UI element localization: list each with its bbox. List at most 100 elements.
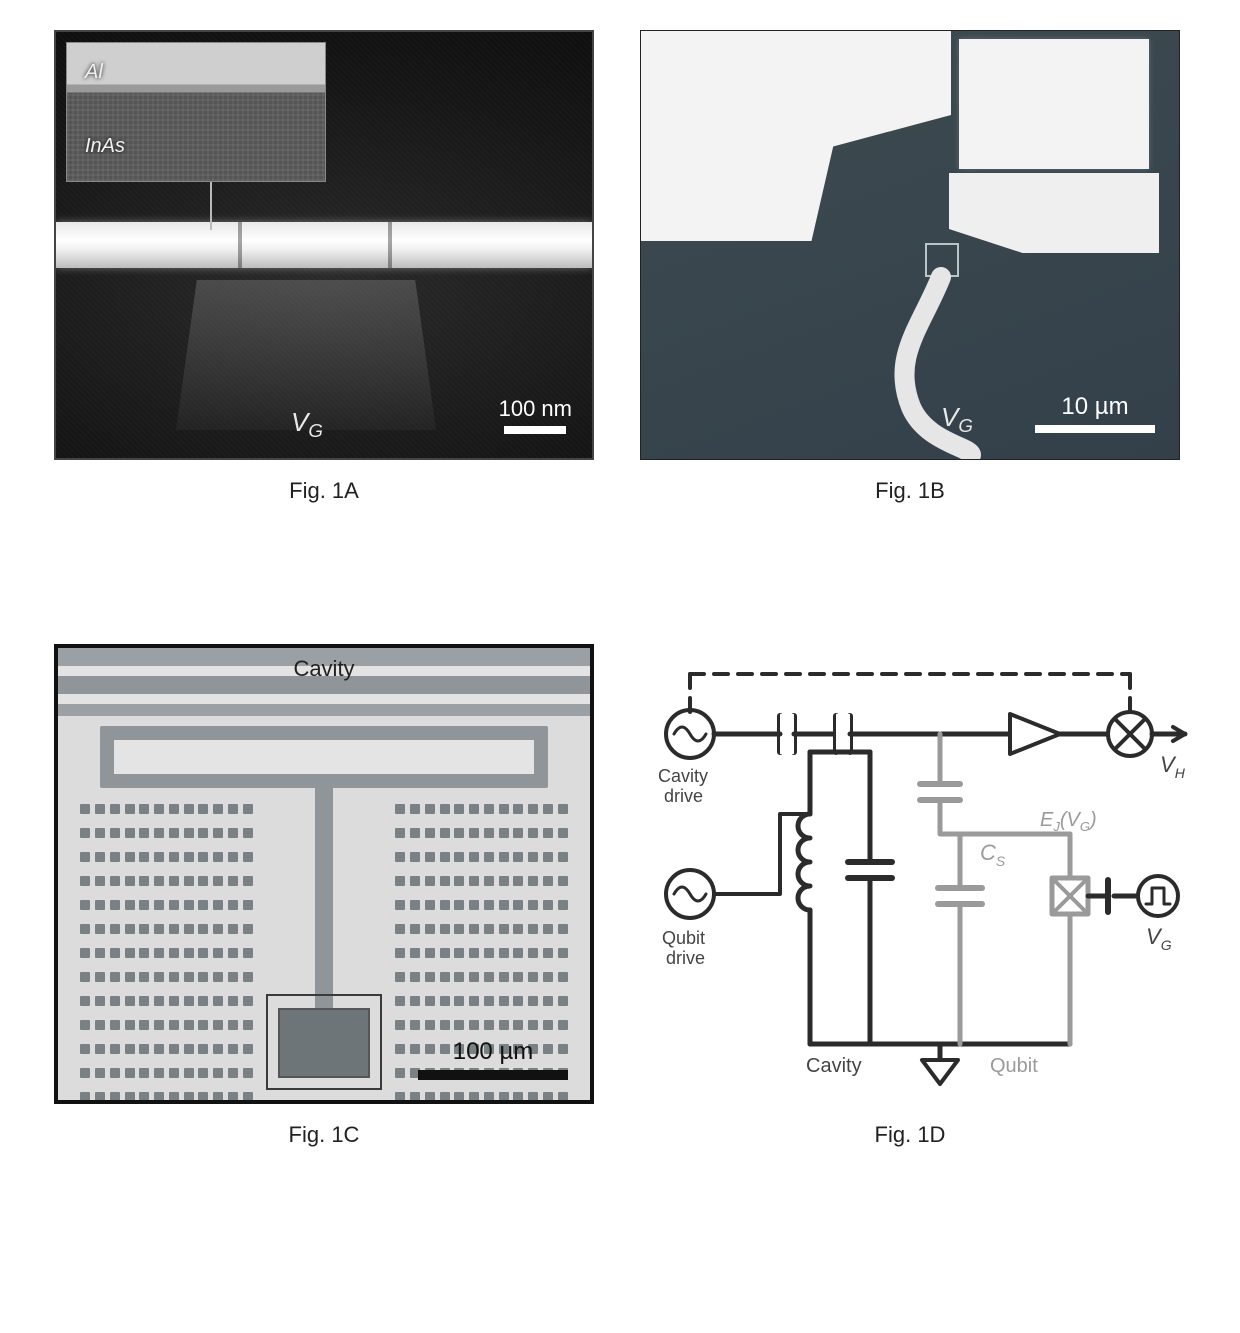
caption-c: Fig. 1C — [289, 1122, 360, 1148]
flux-trap-hole — [198, 1044, 208, 1054]
flux-trap-hole — [395, 1092, 405, 1102]
flux-trap-hole — [169, 972, 179, 982]
flux-trap-hole — [228, 996, 238, 1006]
panel-d: Cavity drive Qubit drive Cavity Qubit CS… — [630, 644, 1190, 1148]
flux-trap-hole — [169, 1020, 179, 1030]
flux-trap-hole — [169, 828, 179, 838]
flux-trap-hole — [125, 828, 135, 838]
cavity-drive-sine — [674, 727, 706, 741]
lbl-qubit: Qubit — [990, 1055, 1038, 1077]
flux-trap-hole — [425, 828, 435, 838]
inset-cross-section: Al InAs — [66, 42, 326, 182]
flux-trap-hole — [528, 924, 538, 934]
flux-trap-hole — [425, 852, 435, 862]
flux-trap-hole — [169, 948, 179, 958]
flux-trap-hole — [213, 852, 223, 862]
flux-trap-hole — [440, 876, 450, 886]
flux-trap-hole — [125, 924, 135, 934]
flux-trap-hole — [499, 804, 509, 814]
flux-trap-hole — [454, 996, 464, 1006]
scalebar-c-label: 100 µm — [418, 1038, 568, 1066]
flux-trap-hole — [213, 828, 223, 838]
flux-trap-hole — [169, 804, 179, 814]
flux-trap-hole — [513, 1020, 523, 1030]
flux-trap-hole — [198, 972, 208, 982]
flux-trap-hole — [184, 1068, 194, 1078]
flux-trap-hole — [80, 1092, 90, 1102]
flux-trap-hole — [198, 804, 208, 814]
flux-trap-hole — [80, 900, 90, 910]
flux-trap-hole — [139, 972, 149, 982]
flux-trap-hole — [469, 996, 479, 1006]
inset-leader-line — [210, 182, 212, 230]
flux-trap-hole — [484, 852, 494, 862]
flux-trap-hole — [154, 1044, 164, 1054]
flux-trap-hole — [169, 1044, 179, 1054]
flux-trap-hole — [154, 900, 164, 910]
flux-trap-hole — [499, 924, 509, 934]
flux-trap-hole — [410, 924, 420, 934]
flux-trap-hole — [125, 1092, 135, 1102]
figure-grid: Al InAs VG 100 nm Fig. 1A — [0, 0, 1240, 1188]
flux-trap-hole — [395, 852, 405, 862]
flux-trap-hole — [469, 852, 479, 862]
flux-trap-hole — [440, 852, 450, 862]
flux-trap-hole — [425, 876, 435, 886]
flux-trap-hole — [95, 1020, 105, 1030]
flux-trap-hole — [513, 972, 523, 982]
flux-trap-hole — [410, 828, 420, 838]
qubit-drive-sine — [674, 887, 706, 901]
flux-trap-hole — [154, 972, 164, 982]
flux-trap-hole — [154, 852, 164, 862]
flux-trap-hole — [469, 948, 479, 958]
flux-trap-hole — [213, 972, 223, 982]
flux-trap-hole — [184, 1092, 194, 1102]
flux-trap-hole — [80, 924, 90, 934]
flux-trap-hole — [184, 828, 194, 838]
flux-trap-hole — [213, 876, 223, 886]
flux-trap-hole — [110, 1020, 120, 1030]
caption-d: Fig. 1D — [875, 1122, 946, 1148]
flux-trap-hole — [454, 876, 464, 886]
flux-trap-hole — [198, 996, 208, 1006]
flux-trap-hole — [454, 804, 464, 814]
flux-trap-hole — [543, 1020, 553, 1030]
flux-trap-hole — [543, 828, 553, 838]
cavity-inductor — [798, 814, 810, 910]
flux-trap-hole — [243, 1044, 253, 1054]
flux-trap-hole — [528, 1092, 538, 1102]
flux-trap-hole — [110, 1092, 120, 1102]
flux-trap-hole — [80, 852, 90, 862]
sem-image-a: Al InAs VG 100 nm — [54, 30, 594, 460]
flux-trap-hole — [198, 852, 208, 862]
panel-b: VG 10 µm Fig. 1B — [630, 30, 1190, 504]
lbl-vg: VG — [1146, 924, 1172, 953]
shunt-capacitor-ring — [100, 726, 548, 788]
nanowire-bar — [56, 222, 592, 268]
flux-trap-hole — [484, 1092, 494, 1102]
flux-trap-hole — [440, 1092, 450, 1102]
flux-trap-hole — [139, 876, 149, 886]
flux-trap-hole — [213, 924, 223, 934]
flux-trap-hole — [513, 828, 523, 838]
flux-trap-hole — [213, 1068, 223, 1078]
scalebar-a-bar — [504, 426, 566, 434]
lbl-vg-sub: G — [1161, 937, 1172, 953]
flux-trap-hole — [469, 828, 479, 838]
flux-trap-hole — [110, 948, 120, 958]
flux-trap-hole — [484, 972, 494, 982]
flux-trap-hole — [243, 876, 253, 886]
flux-trap-hole — [558, 900, 568, 910]
flux-trap-hole — [95, 852, 105, 862]
vg-label-b: VG — [941, 402, 973, 437]
flux-trap-hole — [184, 852, 194, 862]
flux-trap-hole — [499, 1020, 509, 1030]
flux-trap-hole — [213, 1020, 223, 1030]
flux-trap-hole — [440, 900, 450, 910]
flux-trap-hole — [499, 972, 509, 982]
flux-trap-hole — [425, 1020, 435, 1030]
flux-trap-hole — [243, 996, 253, 1006]
flux-trap-hole — [139, 1092, 149, 1102]
flux-trap-hole — [139, 924, 149, 934]
flux-trap-hole — [499, 996, 509, 1006]
